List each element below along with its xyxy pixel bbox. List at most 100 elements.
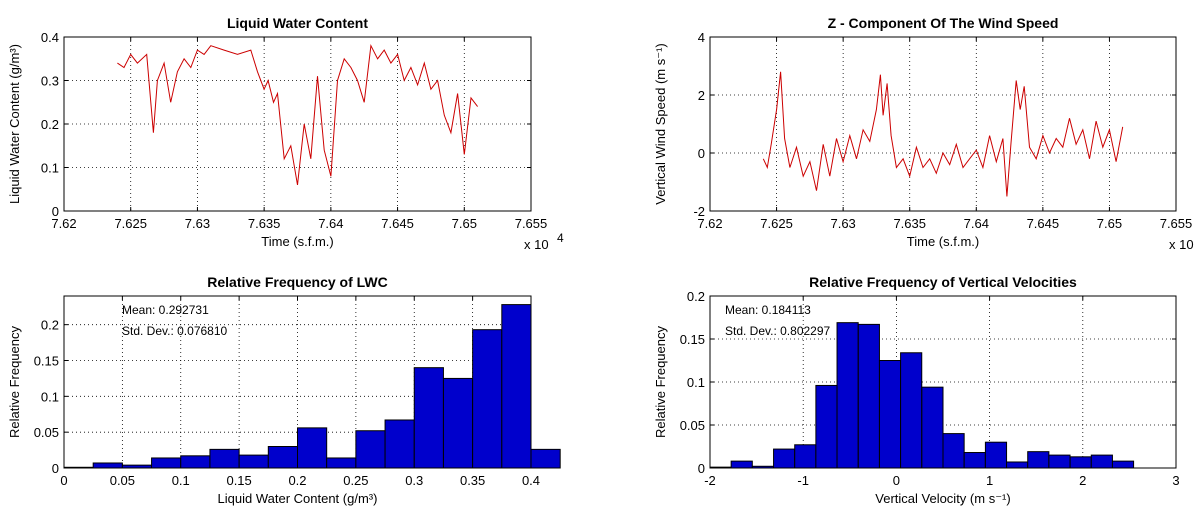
y-axis-label: Liquid Water Content (g/m³)	[7, 44, 22, 204]
y-tick-label: 0.1	[687, 375, 705, 390]
histogram-bar	[1006, 461, 1029, 469]
x-tick-label: 0.15	[226, 473, 251, 488]
histogram-bar	[1027, 451, 1050, 469]
histogram-bar	[501, 304, 532, 469]
histogram-bar	[355, 430, 386, 469]
y-tick-label: 0.15	[34, 354, 59, 369]
chart-lwc-hist: 0 0.05 0.1 0.15 0.2 0.25 0.3 0.35 0.4 0 0.05 0.1 0.1…	[7, 274, 561, 506]
histogram-bar	[267, 446, 298, 469]
histogram-bar	[442, 377, 474, 469]
histogram-bar	[1111, 460, 1135, 469]
y-tick-label: 0	[52, 204, 59, 219]
histogram-bar	[900, 352, 923, 469]
x-tick-label: 0.35	[460, 473, 485, 488]
histogram-bar	[209, 448, 240, 469]
x-tick-label: 0.3	[405, 473, 423, 488]
y-tick-label: 0.4	[41, 30, 59, 45]
y-tick-label: 0	[698, 146, 705, 161]
x-axis-label: Liquid Water Content (g/m³)	[218, 491, 378, 506]
histogram-bar	[1090, 454, 1113, 469]
histogram-bar	[773, 448, 796, 469]
x-tick-label: -2	[704, 473, 716, 488]
y-tick-label: 0.2	[687, 289, 705, 304]
x-tick-label: -1	[797, 473, 809, 488]
x-tick-label: 7.645	[381, 216, 414, 231]
histogram-bar	[413, 367, 444, 469]
histogram-bar	[238, 454, 269, 469]
y-axis-label: Relative Frequency	[653, 326, 668, 438]
x-tick-label: 1	[986, 473, 993, 488]
y-axis-label: Vertical Wind Speed (m s⁻¹)	[653, 43, 668, 204]
y-tick-label: 0	[698, 461, 705, 476]
histogram-bar	[984, 441, 1008, 469]
y-tick-label: 2	[698, 88, 705, 103]
x-tick-label: 7.63	[185, 216, 210, 231]
x-tick-label: 7.625	[114, 216, 147, 231]
x-tick-label: 7.65	[1097, 216, 1122, 231]
y-tick-label: 4	[698, 30, 705, 45]
stat-annotation: Mean: 0.292731	[122, 303, 209, 317]
y-tick-label: 0.05	[680, 418, 705, 433]
y-tick-label: 0.1	[41, 389, 59, 404]
stat-annotation: Std. Dev.: 0.802297	[725, 324, 831, 338]
histogram-bar	[180, 455, 211, 469]
axes-frame	[709, 295, 1177, 469]
y-tick-label: 0.2	[41, 117, 59, 132]
axes-frame	[63, 295, 532, 469]
y-tick-label: 0.3	[41, 74, 59, 89]
chart-title: Relative Frequency of Vertical Velocitie…	[809, 274, 1077, 290]
histogram-bar	[92, 462, 123, 469]
histogram-bar	[815, 384, 838, 469]
x-tick-label: 7.65	[452, 216, 477, 231]
x-tick-label: 7.635	[893, 216, 926, 231]
histogram-bar	[963, 452, 986, 469]
x-tick-label: 7.62	[51, 216, 76, 231]
series-line	[762, 71, 1124, 197]
axes-frame	[63, 36, 532, 212]
y-tick-label: 0	[52, 461, 59, 476]
plot-area	[710, 37, 1176, 211]
y-tick-label: 0.05	[34, 425, 59, 440]
x-axis-label: Time (s.f.m.)	[907, 234, 979, 249]
histogram-bar	[1048, 454, 1071, 469]
histogram-bar	[942, 433, 965, 469]
x-tick-label: 0	[60, 473, 67, 488]
x-tick-label: 2	[1079, 473, 1086, 488]
y-tick-label: 0.2	[41, 318, 59, 333]
chart-lwc-time: 7.62 7.625 7.63 7.635 7.64 7.645 7.65 7.655 0 0.1…	[7, 15, 564, 252]
histogram-bar	[297, 427, 328, 469]
histogram-bar	[857, 323, 880, 469]
stat-annotation: Mean: 0.184113	[725, 303, 811, 317]
series-line	[117, 44, 478, 185]
histogram-bar	[794, 444, 817, 469]
x-tick-label: 3	[1172, 473, 1179, 488]
chart-w-time: 7.62 7.625 7.63 7.635 7.64 7.645 7.65 7.655 -2 0 2…	[653, 15, 1194, 252]
x-axis-label: Vertical Velocity (m s⁻¹)	[875, 491, 1010, 506]
x-tick-label: 7.655	[515, 216, 548, 231]
histogram-bar	[472, 329, 503, 469]
y-tick-label: 0.1	[41, 161, 59, 176]
x-tick-label: 7.62	[697, 216, 722, 231]
histogram-bar	[836, 322, 859, 469]
histogram-bar	[921, 386, 944, 469]
x-tick-label: 0.4	[522, 473, 540, 488]
x-tick-label: 0.05	[110, 473, 135, 488]
x-axis-label: Time (s.f.m.)	[261, 234, 333, 249]
x-tick-label: 0	[893, 473, 900, 488]
x-tick-label: 7.645	[1027, 216, 1060, 231]
y-tick-label: -2	[693, 204, 705, 219]
chart-title: Liquid Water Content	[227, 15, 368, 31]
x-tick-label: 7.64	[964, 216, 989, 231]
histogram-bar	[878, 360, 902, 469]
stat-annotation: Std. Dev.: 0.076810	[122, 324, 228, 338]
x-tick-label: 0.2	[288, 473, 306, 488]
x-tick-label: 7.625	[760, 216, 793, 231]
x-tick-label: 7.64	[318, 216, 343, 231]
histogram-bar	[530, 448, 561, 469]
chart-w-hist: -2 -1 0 1 2 3 0 0.05 0.1 0.15 0.2 Relative Frequenc…	[653, 274, 1180, 506]
histogram-bar	[151, 457, 182, 469]
x-multiplier: x 10	[1169, 237, 1194, 252]
chart-title: Relative Frequency of LWC	[207, 274, 387, 290]
